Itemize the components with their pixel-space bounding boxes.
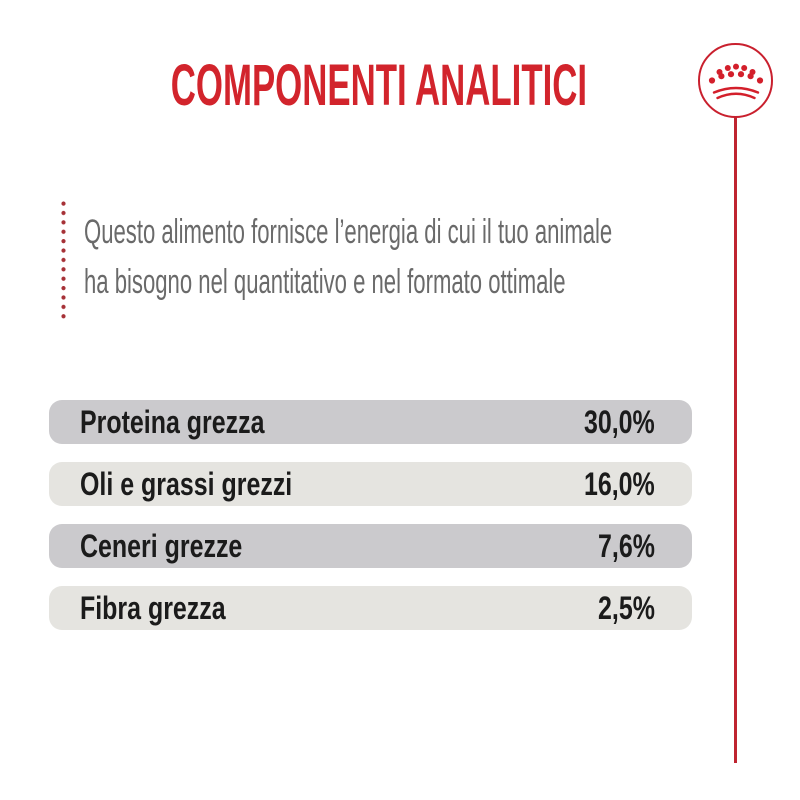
intro-line-2: ha bisogno nel quantitativo e nel format… <box>84 263 566 301</box>
row-label: Ceneri grezze <box>80 527 243 564</box>
row-value: 7,6% <box>598 527 655 564</box>
row-label: Proteina grezza <box>80 403 265 440</box>
table-row: Oli e grassi grezzi 16,0% <box>49 462 692 506</box>
dotted-accent-line <box>60 199 67 321</box>
page-title-text: COMPONENTI ANALITICI <box>170 53 588 118</box>
royal-canin-logo <box>698 43 773 118</box>
row-label: Fibra grezza <box>80 589 226 626</box>
row-value: 2,5% <box>598 589 655 626</box>
page-title: COMPONENTI ANALITICI <box>0 53 758 118</box>
row-label: Oli e grassi grezzi <box>80 465 293 502</box>
table-row: Fibra grezza 2,5% <box>49 586 692 630</box>
right-accent-line <box>734 117 737 763</box>
table-row: Ceneri grezze 7,6% <box>49 524 692 568</box>
row-value: 16,0% <box>584 465 655 502</box>
table-row: Proteina grezza 30,0% <box>49 400 692 444</box>
intro-paragraph: Questo alimento fornisce l’energia di cu… <box>84 207 800 307</box>
royal-canin-crown-icon <box>708 63 763 99</box>
intro-line-1: Questo alimento fornisce l’energia di cu… <box>84 213 613 251</box>
row-value: 30,0% <box>584 403 655 440</box>
analytical-components-table: Proteina grezza 30,0% Oli e grassi grezz… <box>49 400 692 648</box>
